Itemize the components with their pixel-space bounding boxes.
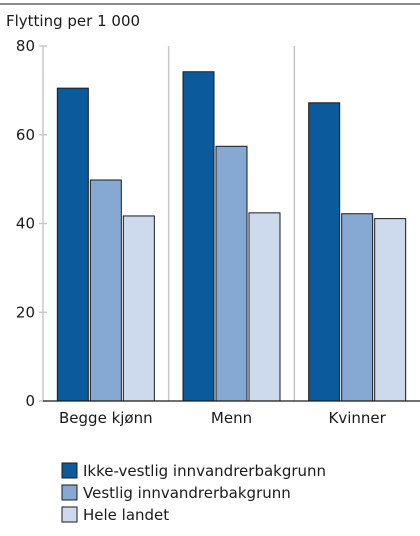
legend-label: Vestlig innvandrerbakgrunn [83,484,291,502]
bar [374,218,407,402]
bar [308,102,341,402]
y-tick-label: 0 [25,392,35,410]
x-tick-label: Kvinner [329,409,387,427]
y-tick-labels: 0 20 40 60 80 [16,37,35,410]
bars [43,71,420,402]
legend-swatch [61,484,78,501]
legend-swatch [61,462,78,479]
legend-swatch [61,506,78,523]
legend-label: Hele landet [83,506,169,524]
x-tick-labels: Begge kjønn Menn Kvinner [59,409,387,427]
grid-lines [39,45,296,402]
bar [122,215,155,402]
x-tick-label: Menn [211,409,252,427]
x-tick-label: Begge kjønn [59,409,153,427]
legend: Ikke-vestlig innvandrerbakgrunn Vestlig i… [61,462,326,524]
bar [248,212,281,402]
bar [89,179,122,402]
y-tick-label: 60 [16,126,35,144]
bar [182,71,215,402]
y-axis-label: Flytting per 1 000 [6,12,140,30]
bar [56,87,89,402]
y-tick-label: 80 [16,37,35,55]
legend-label: Ikke-vestlig innvandrerbakgrunn [83,462,326,480]
y-tick-label: 40 [16,215,35,233]
y-tick-label: 20 [16,303,35,321]
bar [341,213,374,402]
bar [215,145,248,402]
